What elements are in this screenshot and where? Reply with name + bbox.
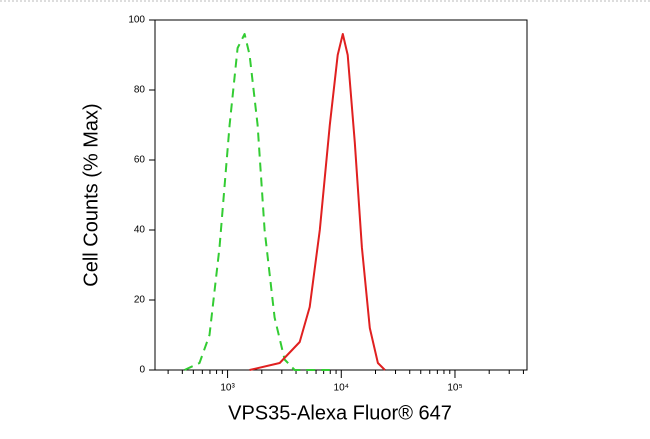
y-tick-label: 80 — [134, 85, 146, 96]
y-tick-label: 100 — [128, 15, 145, 26]
y-tick-label: 0 — [139, 365, 145, 376]
y-tick-label: 60 — [134, 155, 146, 166]
histogram-line — [184, 33, 330, 371]
histogram-line — [249, 33, 386, 371]
y-tick-label: 20 — [134, 295, 146, 306]
x-tick-label: 10⁵ — [447, 383, 462, 394]
y-axis-title: Cell Counts (% Max) — [80, 103, 102, 286]
x-axis-title: VPS35-Alexa Fluor® 647 — [228, 402, 452, 424]
x-tick-label: 10³ — [220, 383, 235, 394]
y-tick-label: 40 — [134, 225, 146, 236]
x-tick-label: 10⁴ — [334, 383, 349, 394]
